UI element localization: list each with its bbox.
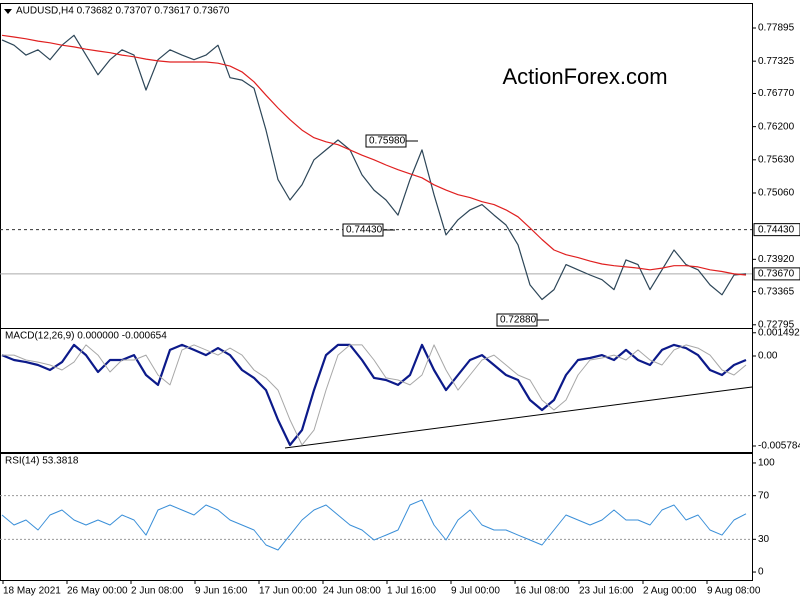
y-tick-label: -0.005784 — [758, 441, 800, 452]
y-tick-label: 0.77325 — [758, 56, 795, 67]
x-tick-label: 24 Jun 08:00 — [323, 586, 381, 597]
x-tick-label: 2 Jun 08:00 — [131, 586, 184, 597]
x-tick-label: 9 Jun 16:00 — [195, 586, 248, 597]
series-line — [1, 34, 747, 276]
x-tick-label: 9 Aug 08:00 — [707, 586, 761, 597]
x-tick-label: 1 Jul 16:00 — [387, 586, 436, 597]
annotation-label: 0.74430 — [346, 225, 383, 236]
y-tick-label: 70 — [758, 490, 770, 501]
price-tag-label: 0.74430 — [758, 224, 795, 235]
annotation-label: 0.75980 — [369, 136, 406, 147]
y-tick-label: 0.73365 — [758, 286, 795, 297]
series-line — [1, 499, 747, 551]
y-tick-label: 0.76770 — [758, 88, 795, 99]
panel-title: RSI(14) 53.3818 — [5, 456, 79, 467]
annotation-box — [496, 313, 538, 327]
price-tag — [753, 267, 800, 281]
y-tick-label: 0 — [758, 567, 764, 578]
menu-icon — [4, 9, 12, 14]
annotation-box — [342, 223, 384, 237]
annotation-box — [365, 134, 407, 148]
y-tick-label: 30 — [758, 534, 770, 545]
x-tick-label: 18 May 2021 — [3, 586, 61, 597]
series-line — [1, 343, 747, 447]
panel-frame — [0, 453, 753, 581]
price-tag-label: 0.73670 — [758, 269, 795, 280]
x-tick-label: 26 May 00:00 — [67, 586, 128, 597]
y-tick-label: 0.75630 — [758, 154, 795, 165]
y-tick-label: 0.00 — [758, 351, 778, 362]
x-tick-label: 17 Jun 00:00 — [259, 586, 317, 597]
panel-title: AUDUSD,H4 0.73682 0.73707 0.73617 0.7367… — [16, 6, 230, 17]
x-tick-label: 23 Jul 16:00 — [579, 586, 634, 597]
panel-title: MACD(12,26,9) 0.000000 -0.000654 — [5, 331, 167, 342]
y-tick-label: 100 — [758, 458, 775, 469]
y-tick-label: 0.75060 — [758, 188, 795, 199]
trend-line — [284, 386, 753, 449]
y-tick-label: 0.77895 — [758, 23, 795, 34]
price-tag — [753, 223, 800, 237]
series-line — [2, 344, 747, 446]
watermark: ActionForex.com — [502, 64, 667, 89]
x-tick-label: 16 Jul 08:00 — [515, 586, 570, 597]
series-line — [1, 34, 747, 301]
y-tick-label: 0.73920 — [758, 254, 795, 265]
y-tick-label: 0.72795 — [758, 319, 795, 330]
y-tick-label: 0.001492 — [758, 327, 800, 338]
x-tick-label: 9 Jul 00:00 — [451, 586, 500, 597]
panel-frame — [0, 328, 753, 453]
y-tick-label: 0.76200 — [758, 121, 795, 132]
annotation-label: 0.72880 — [500, 315, 537, 326]
x-tick-label: 2 Aug 00:00 — [643, 586, 697, 597]
